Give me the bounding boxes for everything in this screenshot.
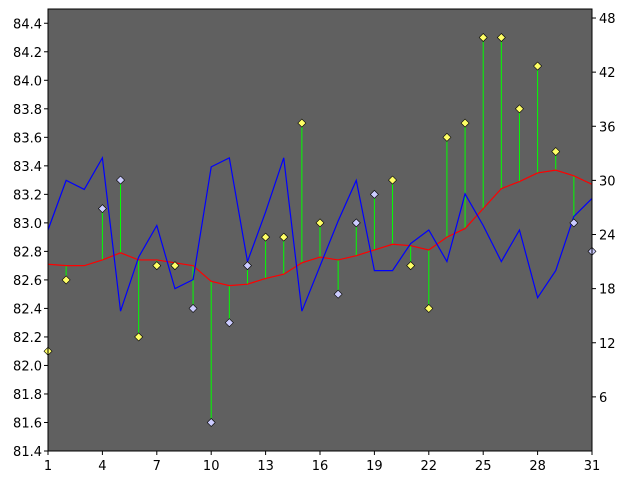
diamond-marker bbox=[116, 175, 125, 185]
left-y-tick-label: 83.0 bbox=[13, 217, 42, 232]
x-tick-label: 31 bbox=[584, 459, 601, 474]
diamond-marker bbox=[424, 303, 434, 313]
left-y-tick-label: 83.2 bbox=[13, 188, 42, 203]
x-tick-label: 1 bbox=[44, 459, 52, 474]
x-tick-label: 7 bbox=[153, 459, 161, 474]
diamond-marker bbox=[279, 232, 289, 242]
diamond-marker bbox=[515, 104, 524, 114]
left-y-tick-label: 81.8 bbox=[13, 388, 42, 403]
diamond-marker bbox=[406, 261, 416, 271]
diamond-marker bbox=[297, 118, 307, 128]
diamond-marker bbox=[369, 189, 379, 199]
diamond-marker bbox=[533, 61, 543, 71]
diamond-marker bbox=[224, 318, 234, 328]
diamond-marker bbox=[442, 132, 452, 142]
red-line bbox=[47, 169, 593, 287]
diamond-marker bbox=[388, 175, 397, 185]
right-y-tick-label: 6 bbox=[599, 391, 607, 406]
right-y-tick-label: 24 bbox=[599, 229, 616, 244]
x-axis: 1 4 7 10 13 16 19 22 25 28 31 bbox=[44, 451, 600, 474]
left-y-tick-label: 82.8 bbox=[13, 245, 42, 260]
right-y-axis: 6 12 18 24 30 36 42 48 bbox=[592, 12, 616, 406]
x-tick-label: 19 bbox=[366, 459, 383, 474]
diamond-marker-series bbox=[43, 33, 597, 427]
left-y-tick-label: 81.4 bbox=[13, 445, 42, 460]
left-y-tick-label: 82.0 bbox=[13, 359, 42, 374]
left-y-tick-label: 82.2 bbox=[13, 331, 42, 346]
x-tick-label: 13 bbox=[257, 459, 274, 474]
left-y-tick-label: 83.4 bbox=[13, 160, 42, 175]
diamond-marker bbox=[206, 418, 216, 427]
diamond-marker bbox=[97, 204, 107, 214]
x-tick-label: 16 bbox=[312, 459, 329, 474]
left-y-tick-label: 83.8 bbox=[13, 103, 42, 118]
diamond-marker bbox=[243, 261, 252, 271]
plot-frame bbox=[47, 8, 593, 452]
diamond-marker bbox=[551, 147, 561, 157]
left-y-tick-label: 83.6 bbox=[13, 131, 42, 146]
left-y-tick-label: 82.4 bbox=[13, 302, 42, 317]
right-y-tick-label: 48 bbox=[599, 12, 616, 27]
diamond-marker bbox=[134, 332, 144, 342]
diamond-marker bbox=[333, 289, 343, 299]
x-tick-label: 25 bbox=[475, 459, 492, 474]
left-y-axis: 81.4 81.6 81.8 82.0 82.2 82.4 82.6 82.8 83.0 83.2… bbox=[13, 17, 48, 460]
diamond-marker bbox=[188, 303, 198, 313]
diamond-marker bbox=[351, 218, 361, 228]
diamond-marker bbox=[170, 261, 180, 271]
left-y-tick-label: 82.6 bbox=[13, 274, 42, 289]
red-line-series bbox=[47, 169, 593, 287]
right-y-tick-label: 18 bbox=[599, 283, 616, 298]
left-y-tick-label: 81.6 bbox=[13, 416, 42, 431]
x-tick-label: 22 bbox=[421, 459, 438, 474]
diamond-marker bbox=[261, 232, 271, 242]
diamond-marker bbox=[569, 218, 579, 228]
diamond-marker bbox=[61, 275, 71, 285]
right-y-tick-label: 30 bbox=[599, 174, 616, 189]
x-tick-label: 28 bbox=[529, 459, 546, 474]
right-y-tick-label: 36 bbox=[599, 120, 616, 135]
right-y-tick-label: 12 bbox=[599, 337, 616, 352]
diamond-marker bbox=[496, 33, 506, 42]
blue-line bbox=[47, 155, 593, 312]
x-tick-label: 4 bbox=[98, 459, 106, 474]
diamond-marker bbox=[478, 33, 488, 42]
diamond-marker bbox=[152, 261, 162, 271]
diamond-marker bbox=[460, 118, 470, 128]
x-tick-label: 10 bbox=[203, 459, 220, 474]
left-y-tick-label: 84.0 bbox=[13, 74, 42, 89]
left-y-tick-label: 84.2 bbox=[13, 46, 42, 61]
right-y-tick-label: 42 bbox=[599, 66, 616, 81]
blue-line-series bbox=[47, 155, 593, 312]
left-y-tick-label: 84.4 bbox=[13, 17, 42, 32]
diamond-marker bbox=[315, 218, 325, 228]
